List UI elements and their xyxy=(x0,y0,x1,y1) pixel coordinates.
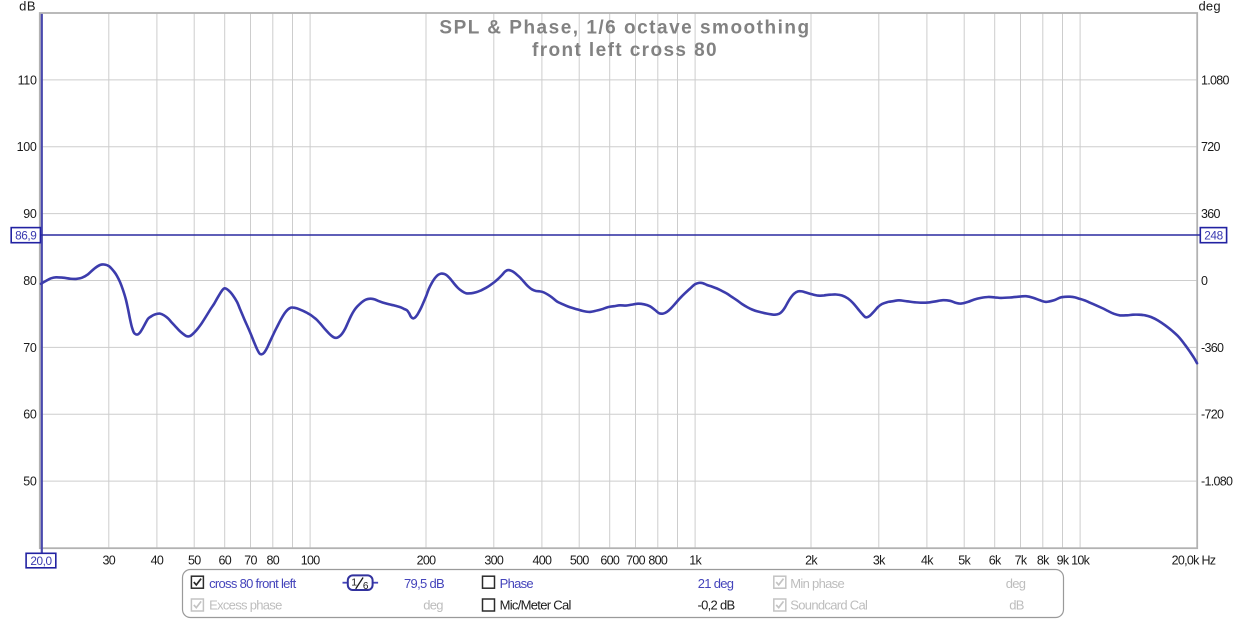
svg-text:SPL & Phase, 1/6 octave smooth: SPL & Phase, 1/6 octave smoothing xyxy=(439,17,810,38)
svg-text:700: 700 xyxy=(626,553,646,567)
svg-text:deg: deg xyxy=(1199,0,1221,14)
svg-text:5k: 5k xyxy=(958,553,971,567)
svg-text:21 deg: 21 deg xyxy=(698,576,734,591)
svg-text:248: 248 xyxy=(1204,228,1223,242)
svg-text:-0,2 dB: -0,2 dB xyxy=(697,598,734,613)
svg-text:Excess phase: Excess phase xyxy=(209,598,282,613)
svg-text:dB: dB xyxy=(19,0,36,14)
svg-text:deg: deg xyxy=(423,598,443,613)
svg-text:90: 90 xyxy=(23,207,37,221)
svg-text:7k: 7k xyxy=(1015,553,1028,567)
svg-text:720: 720 xyxy=(1201,140,1221,154)
svg-text:60: 60 xyxy=(23,408,37,422)
svg-text:86,9: 86,9 xyxy=(15,228,36,242)
svg-text:9k: 9k xyxy=(1057,553,1070,567)
svg-text:200: 200 xyxy=(417,553,437,567)
svg-text:Phase: Phase xyxy=(500,576,534,591)
svg-text:300: 300 xyxy=(484,553,504,567)
svg-text:Min phase: Min phase xyxy=(790,576,844,591)
svg-text:30: 30 xyxy=(103,553,116,567)
svg-text:100: 100 xyxy=(301,553,321,567)
svg-text:1k: 1k xyxy=(689,553,702,567)
svg-text:cross 80 front left: cross 80 front left xyxy=(209,576,296,591)
svg-text:2k: 2k xyxy=(805,553,818,567)
svg-text:8k: 8k xyxy=(1037,553,1050,567)
svg-text:100: 100 xyxy=(17,140,37,154)
svg-text:40: 40 xyxy=(151,553,164,567)
svg-text:80: 80 xyxy=(23,274,37,288)
svg-text:10k: 10k xyxy=(1071,553,1091,567)
svg-text:4k: 4k xyxy=(921,553,934,567)
svg-text:dB: dB xyxy=(1009,598,1024,613)
svg-text:50: 50 xyxy=(188,553,201,567)
svg-text:70: 70 xyxy=(244,553,257,567)
svg-text:front left cross 80: front left cross 80 xyxy=(532,40,718,61)
svg-text:80: 80 xyxy=(267,553,280,567)
svg-text:20,0k Hz: 20,0k Hz xyxy=(1172,553,1216,567)
svg-text:Mic/Meter Cal: Mic/Meter Cal xyxy=(500,598,572,613)
svg-text:110: 110 xyxy=(18,73,37,87)
svg-text:deg: deg xyxy=(1006,576,1026,591)
svg-text:0: 0 xyxy=(1201,274,1208,288)
svg-text:70: 70 xyxy=(23,341,37,355)
svg-text:1.080: 1.080 xyxy=(1201,73,1230,87)
svg-text:60: 60 xyxy=(218,553,231,567)
svg-text:500: 500 xyxy=(570,553,590,567)
svg-text:50: 50 xyxy=(23,475,37,489)
svg-text:600: 600 xyxy=(600,553,620,567)
svg-text:400: 400 xyxy=(533,553,553,567)
svg-text:360: 360 xyxy=(1201,207,1221,221)
svg-text:79,5 dB: 79,5 dB xyxy=(404,576,444,591)
svg-text:800: 800 xyxy=(648,553,668,567)
svg-text:1: 1 xyxy=(351,576,357,588)
svg-text:3k: 3k xyxy=(873,553,886,567)
svg-text:-1.080: -1.080 xyxy=(1201,475,1233,489)
svg-text:6k: 6k xyxy=(989,553,1002,567)
svg-text:Soundcard Cal: Soundcard Cal xyxy=(790,598,868,613)
svg-text:6: 6 xyxy=(363,581,369,592)
svg-text:20,0: 20,0 xyxy=(30,554,52,568)
svg-text:-720: -720 xyxy=(1201,408,1224,422)
svg-text:-360: -360 xyxy=(1201,341,1224,355)
